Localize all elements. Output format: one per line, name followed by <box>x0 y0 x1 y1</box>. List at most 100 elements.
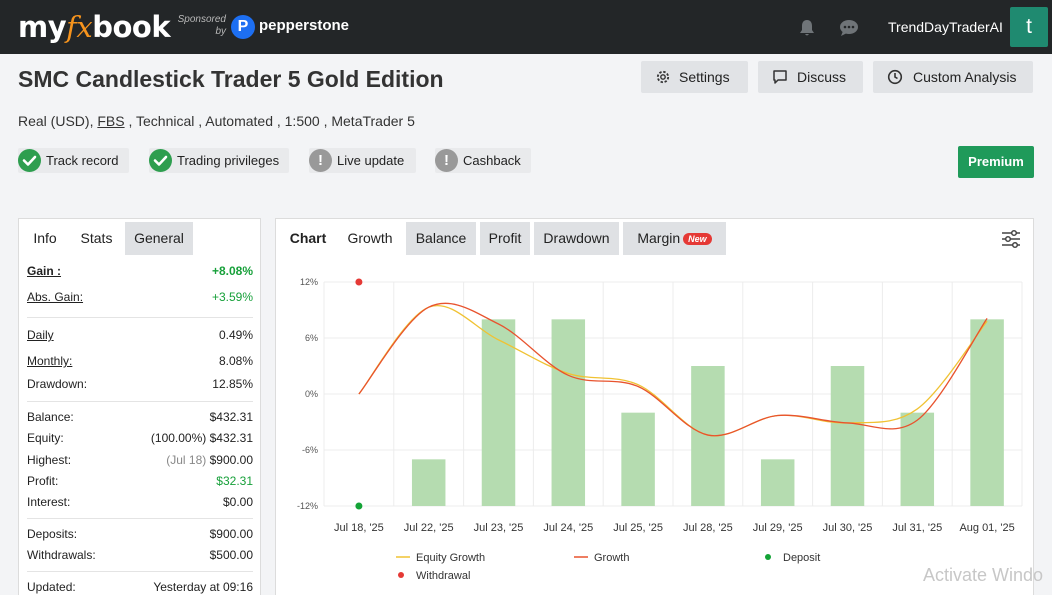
stat-label[interactable]: Daily <box>27 328 54 342</box>
stat-label[interactable]: Abs. Gain: <box>27 290 84 304</box>
highest-amount: $900.00 <box>209 453 253 467</box>
deposit-marker <box>355 502 363 510</box>
username-link[interactable]: TrendDayTraderAI <box>888 19 1003 35</box>
logo-text-fx: fx <box>66 10 93 44</box>
growth-bar <box>621 412 655 506</box>
stat-value: (100.00%) $432.31 <box>151 428 253 448</box>
check-circle-icon <box>18 149 41 172</box>
tab-drawdown[interactable]: Drawdown <box>534 222 619 255</box>
highest-date: (Jul 18) <box>166 453 210 467</box>
stat-value: 8.08% <box>218 354 253 368</box>
stat-label: Updated: <box>27 580 76 594</box>
x-tick-label: Aug 01, '25 <box>959 522 1014 534</box>
track-record-badge[interactable]: Track record <box>18 148 129 173</box>
withdrawal-marker <box>355 278 363 286</box>
account-type-text: Real (USD), <box>18 113 98 129</box>
tab-profit[interactable]: Profit <box>480 222 530 255</box>
stat-label[interactable]: Monthly: <box>27 354 73 368</box>
stat-label: Balance: <box>27 410 74 424</box>
stat-abs-gain: Abs. Gain: +3.59% <box>27 287 253 307</box>
growth-bar <box>481 319 516 506</box>
bell-icon[interactable] <box>797 18 817 38</box>
myfxbook-logo[interactable]: myfxbook <box>18 8 171 46</box>
divider <box>27 571 253 572</box>
x-tick-label: Jul 22, '25 <box>404 522 454 534</box>
custom-analysis-button[interactable]: Custom Analysis <box>873 61 1033 93</box>
tab-margin[interactable]: Margin New <box>623 222 726 255</box>
equity-growth-line <box>358 304 988 437</box>
y-tick-label: -12% <box>297 501 318 511</box>
tab-margin-label: Margin <box>637 230 681 246</box>
exclamation-circle-icon: ! <box>435 149 458 172</box>
stat-daily: Daily 0.49% <box>27 325 253 345</box>
growth-chart: 12% 6% 0% -6% -12% Jul 18, '25 Jul 22, '25 Jul … <box>297 277 1023 582</box>
stat-value: (Jul 18) $900.00 <box>166 450 253 470</box>
badge-label: Live update <box>337 153 405 168</box>
live-update-badge[interactable]: ! Live update <box>309 148 416 173</box>
sliders-icon[interactable] <box>1000 228 1022 250</box>
tab-balance[interactable]: Balance <box>406 222 476 255</box>
stat-value: $32.31 <box>216 474 253 488</box>
stat-label[interactable]: Gain : <box>27 264 62 278</box>
page-title: SMC Candlestick Trader 5 Gold Edition <box>18 66 444 92</box>
growth-bar <box>900 412 935 506</box>
sponsored-text: Sponsored <box>177 14 226 25</box>
stat-drawdown: Drawdown: 12.85% <box>27 374 253 394</box>
settings-label: Settings <box>679 69 730 85</box>
legend-dot-swatch <box>398 572 404 578</box>
stats-panel: Info Stats General Gain : +8.08% Abs. Gai… <box>18 218 261 595</box>
tab-growth[interactable]: Growth <box>338 222 402 255</box>
gear-icon <box>656 70 670 84</box>
y-tick-label: -6% <box>302 445 318 455</box>
chart-label: Chart <box>289 230 327 246</box>
stat-gain: Gain : +8.08% <box>27 261 253 281</box>
y-tick-label: 12% <box>300 277 318 287</box>
pepperstone-logo-icon[interactable]: P <box>231 15 255 39</box>
stat-label: Equity: <box>27 431 64 445</box>
check-circle-icon <box>149 149 172 172</box>
growth-line <box>358 302 988 437</box>
discuss-button[interactable]: Discuss <box>758 61 863 93</box>
stat-withdrawals: Withdrawals: $500.00 <box>27 545 253 565</box>
stat-interest: Interest: $0.00 <box>27 492 253 512</box>
stat-monthly: Monthly: 8.08% <box>27 351 253 371</box>
divider <box>27 317 253 318</box>
tab-general[interactable]: General <box>125 222 193 255</box>
stat-balance: Balance: $432.31 <box>27 407 253 427</box>
logo-text-my: my <box>18 10 67 44</box>
broker-link[interactable]: FBS <box>97 113 125 129</box>
x-tick-label: Jul 23, '25 <box>474 522 524 534</box>
top-navigation-bar: myfxbook Sponsored by P pepperstone Trend… <box>0 0 1052 54</box>
sponsored-by-text: by <box>215 26 226 37</box>
chart-panel: Chart Growth Balance Profit Drawdown Mar… <box>275 218 1034 595</box>
stat-label: Interest: <box>27 495 71 509</box>
premium-button[interactable]: Premium <box>958 146 1034 178</box>
stat-profit: Profit: $32.31 <box>27 471 253 491</box>
x-tick-label: Jul 29, '25 <box>753 522 803 534</box>
stat-label: Drawdown: <box>27 377 88 391</box>
stat-value: $432.31 <box>209 410 253 424</box>
stat-value: 12.85% <box>212 377 253 391</box>
growth-bar <box>970 319 1004 506</box>
chat-icon[interactable] <box>838 18 860 38</box>
stat-value: Yesterday at 09:16 <box>153 580 253 594</box>
stat-value: 0.49% <box>218 328 253 342</box>
legend-label: Withdrawal <box>416 570 470 582</box>
tab-info[interactable]: Info <box>33 230 57 246</box>
cashback-badge[interactable]: ! Cashback <box>435 148 531 173</box>
tab-stats[interactable]: Stats <box>80 230 113 246</box>
clock-icon <box>887 69 903 85</box>
stat-value: +8.08% <box>211 264 253 278</box>
stat-label: Deposits: <box>27 527 78 541</box>
badge-label: Track record <box>46 153 119 168</box>
account-details: Real (USD), FBS , Technical , Automated … <box>18 112 415 130</box>
user-avatar[interactable]: t <box>1010 7 1048 47</box>
settings-button[interactable]: Settings <box>641 61 748 93</box>
discuss-label: Discuss <box>797 69 847 85</box>
sponsor-name[interactable]: pepperstone <box>259 17 350 34</box>
growth-bar <box>760 459 795 506</box>
y-tick-label: 6% <box>305 333 318 343</box>
exclamation-circle-icon: ! <box>309 149 332 172</box>
stat-equity: Equity: (100.00%) $432.31 <box>27 428 253 448</box>
trading-privileges-badge[interactable]: Trading privileges <box>149 148 289 173</box>
